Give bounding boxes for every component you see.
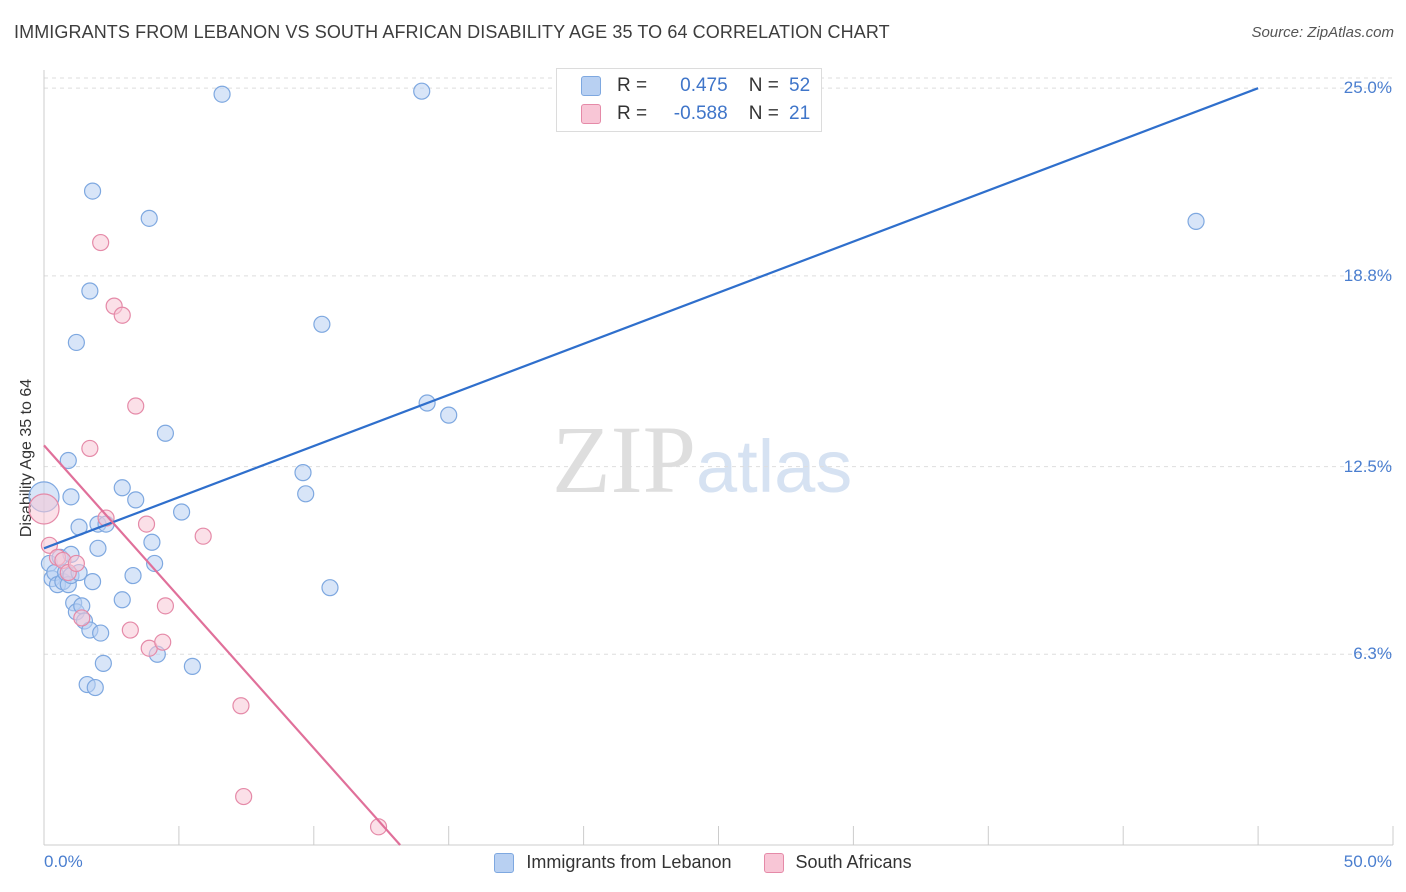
- watermark-zip: ZIP: [552, 406, 696, 513]
- legend-swatch-blue: [581, 76, 601, 96]
- series-label-south-africans: South Africans: [795, 852, 912, 872]
- series-legend-south-africans: South Africans: [763, 852, 912, 873]
- point-lebanon-44: [297, 485, 315, 503]
- point-lebanon-33: [124, 566, 142, 585]
- source-credit: Source: ZipAtlas.com: [1251, 24, 1394, 41]
- point-lebanon-36: [143, 533, 161, 551]
- trend-line-lebanon: [43, 87, 1259, 550]
- point-lebanon-37: [146, 554, 164, 573]
- legend-n-value-south-africans: 21: [789, 103, 811, 124]
- y-tick-label-2: 18.8%: [1343, 265, 1392, 285]
- y-tick-label-0: 6.3%: [1353, 644, 1392, 664]
- point-lebanon-49: [440, 406, 458, 424]
- legend-n-label: N =: [748, 75, 779, 96]
- point-lebanon-16: [67, 333, 85, 352]
- point-lebanon-43: [294, 464, 312, 482]
- point-lebanon-39: [156, 424, 175, 442]
- legend-r-label: R =: [617, 75, 648, 96]
- point-south-africans-6: [73, 609, 91, 627]
- point-lebanon-46: [321, 579, 339, 597]
- point-south-africans-13: [127, 397, 145, 415]
- point-lebanon-40: [172, 503, 191, 521]
- point-lebanon-28: [92, 624, 110, 642]
- y-tick-label-3: 25.0%: [1343, 78, 1392, 98]
- legend-n-value-lebanon: 52: [789, 75, 811, 96]
- series-swatch-pink: [763, 852, 784, 873]
- legend-r-label: R =: [617, 103, 648, 124]
- point-lebanon-45: [313, 315, 331, 333]
- series-label-lebanon: Immigrants from Lebanon: [526, 852, 732, 872]
- point-south-africans-12: [121, 621, 139, 639]
- point-lebanon-42: [213, 85, 231, 103]
- point-south-africans-11: [113, 306, 131, 324]
- point-south-africans-20: [235, 787, 253, 806]
- point-south-africans-5: [67, 554, 85, 573]
- point-lebanon-12: [62, 488, 80, 506]
- point-lebanon-24: [83, 573, 102, 591]
- point-lebanon-35: [140, 209, 158, 227]
- point-south-africans-9: [97, 509, 115, 527]
- point-lebanon-31: [113, 591, 131, 609]
- point-south-africans-16: [154, 633, 172, 651]
- point-south-africans-8: [92, 233, 110, 252]
- point-lebanon-47: [413, 82, 431, 100]
- legend-r-value-south-africans: -0.588: [673, 103, 728, 124]
- point-south-africans-14: [137, 515, 156, 533]
- point-lebanon-27: [89, 539, 107, 557]
- point-south-africans-7: [81, 439, 99, 458]
- point-lebanon-34: [127, 491, 145, 509]
- point-south-africans-18: [194, 527, 212, 545]
- chart-title: IMMIGRANTS FROM LEBANON VS SOUTH AFRICAN…: [14, 22, 890, 42]
- point-south-africans-19: [232, 697, 250, 715]
- stats-legend: R = 0.475 N = 52 R = -0.588 N = 21: [556, 68, 822, 132]
- series-swatch-blue: [494, 852, 515, 873]
- point-lebanon-25: [86, 678, 104, 697]
- point-lebanon-29: [94, 654, 112, 672]
- watermark: ZIPatlas: [552, 404, 852, 515]
- point-lebanon-11: [59, 451, 77, 470]
- point-lebanon-22: [81, 282, 99, 300]
- point-lebanon-23: [83, 182, 102, 200]
- legend-r-value-lebanon: 0.475: [680, 75, 728, 96]
- legend-n-label: N =: [748, 103, 779, 124]
- legend-swatch-pink: [581, 104, 601, 124]
- point-lebanon-50: [1187, 212, 1205, 230]
- x-tick-label-max: 50.0%: [1343, 852, 1392, 871]
- trend-line-south-africans: [43, 444, 401, 846]
- legend-row-south-africans: R = -0.588 N = 21: [581, 101, 810, 127]
- series-legend-lebanon: Immigrants from Lebanon: [494, 852, 732, 873]
- point-south-africans-21: [369, 818, 388, 836]
- point-lebanon-32: [113, 479, 131, 497]
- point-south-africans-17: [156, 597, 175, 615]
- legend-row-lebanon: R = 0.475 N = 52: [581, 73, 810, 99]
- series-legend: Immigrants from Lebanon South Africans: [0, 852, 1406, 873]
- x-tick-label-min: 0.0%: [44, 852, 83, 871]
- point-lebanon-41: [183, 657, 201, 675]
- y-tick-label-1: 12.5%: [1343, 456, 1392, 476]
- point-south-africans-0: [28, 493, 60, 525]
